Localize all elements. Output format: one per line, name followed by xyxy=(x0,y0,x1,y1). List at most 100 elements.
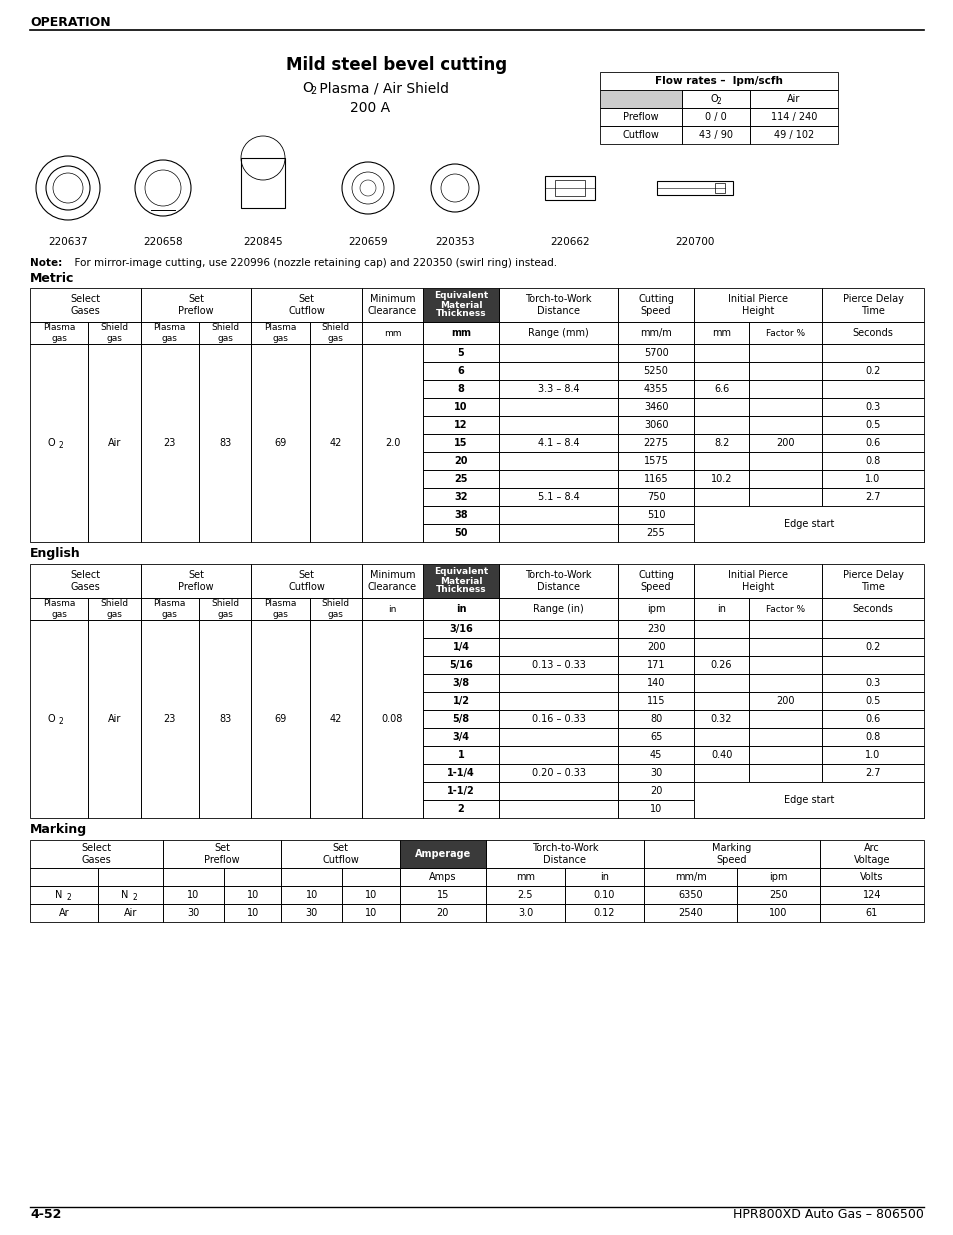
Bar xyxy=(643,840,819,868)
Bar xyxy=(748,710,821,727)
Bar xyxy=(821,598,923,620)
Bar xyxy=(498,471,618,488)
Text: 0.16 – 0.33: 0.16 – 0.33 xyxy=(531,714,585,724)
Text: OPERATION: OPERATION xyxy=(30,16,111,28)
Text: 1.0: 1.0 xyxy=(864,474,880,484)
Bar xyxy=(498,782,618,800)
Text: Preflow: Preflow xyxy=(622,112,659,122)
Text: 30: 30 xyxy=(305,908,317,918)
Text: For mirror-image cutting, use 220996 (nozzle retaining cap) and 220350 (swirl ri: For mirror-image cutting, use 220996 (no… xyxy=(68,258,557,268)
Bar xyxy=(714,183,724,193)
Text: 10: 10 xyxy=(454,403,467,412)
Bar xyxy=(821,362,923,380)
Bar xyxy=(485,904,564,923)
Text: 43 / 90: 43 / 90 xyxy=(699,130,732,140)
Bar xyxy=(618,620,693,638)
Bar xyxy=(251,620,309,818)
Bar xyxy=(30,598,88,620)
Text: 20: 20 xyxy=(436,908,449,918)
Text: Cutting
Speed: Cutting Speed xyxy=(638,571,674,592)
Bar xyxy=(819,904,923,923)
Bar xyxy=(748,345,821,362)
Text: 4.1 – 8.4: 4.1 – 8.4 xyxy=(537,438,578,448)
Bar xyxy=(748,322,821,345)
Text: 255: 255 xyxy=(646,529,665,538)
Text: 0.2: 0.2 xyxy=(864,642,880,652)
Text: 3/16: 3/16 xyxy=(449,624,473,634)
Bar xyxy=(251,345,309,542)
Bar xyxy=(693,620,748,638)
Text: 171: 171 xyxy=(646,659,664,671)
Text: Ar: Ar xyxy=(59,908,70,918)
Text: 2: 2 xyxy=(58,718,63,726)
Bar xyxy=(498,506,618,524)
Bar xyxy=(224,885,281,904)
Text: Range (in): Range (in) xyxy=(533,604,583,614)
Bar xyxy=(618,288,693,322)
Bar xyxy=(821,506,923,524)
Bar xyxy=(423,524,498,542)
Text: Set
Preflow: Set Preflow xyxy=(204,844,239,864)
Text: Flow rates –  lpm/scfh: Flow rates – lpm/scfh xyxy=(655,77,782,86)
Bar xyxy=(693,416,748,433)
Bar xyxy=(693,782,923,818)
Bar xyxy=(748,746,821,764)
Bar xyxy=(693,471,748,488)
Text: 1575: 1575 xyxy=(643,456,668,466)
Bar xyxy=(423,433,498,452)
Bar xyxy=(748,656,821,674)
Text: 0.6: 0.6 xyxy=(864,438,880,448)
Text: 200: 200 xyxy=(646,642,664,652)
Text: 30: 30 xyxy=(649,768,661,778)
Text: 0.3: 0.3 xyxy=(864,678,880,688)
Bar xyxy=(693,727,748,746)
Text: mm: mm xyxy=(383,329,401,337)
Text: 0.3: 0.3 xyxy=(864,403,880,412)
Bar xyxy=(224,904,281,923)
Bar xyxy=(498,656,618,674)
Text: Set
Preflow: Set Preflow xyxy=(178,294,213,316)
Bar xyxy=(423,452,498,471)
Text: Shield
gas: Shield gas xyxy=(100,599,129,619)
Text: 2.5: 2.5 xyxy=(517,890,533,900)
Bar xyxy=(423,800,498,818)
Text: Shield
gas: Shield gas xyxy=(100,324,129,342)
Text: Equivalent: Equivalent xyxy=(434,568,488,577)
Bar xyxy=(498,322,618,345)
Bar xyxy=(693,398,748,416)
Text: 220658: 220658 xyxy=(143,237,183,247)
Text: in: in xyxy=(599,872,608,882)
Text: mm: mm xyxy=(516,872,535,882)
Text: 220659: 220659 xyxy=(348,237,388,247)
Bar xyxy=(30,322,88,345)
Bar xyxy=(98,885,163,904)
Text: Plasma
gas: Plasma gas xyxy=(153,599,186,619)
Text: Range (mm): Range (mm) xyxy=(528,329,588,338)
Bar xyxy=(140,322,198,345)
Text: Plasma
gas: Plasma gas xyxy=(264,324,296,342)
Text: 5250: 5250 xyxy=(643,366,668,375)
Text: 3/4: 3/4 xyxy=(452,732,469,742)
Bar xyxy=(140,288,251,322)
Bar xyxy=(423,638,498,656)
Bar xyxy=(88,620,140,818)
Bar xyxy=(423,471,498,488)
Bar xyxy=(485,885,564,904)
Bar xyxy=(693,452,748,471)
Bar xyxy=(423,488,498,506)
Bar xyxy=(342,885,399,904)
Bar xyxy=(737,885,819,904)
Bar xyxy=(140,564,251,598)
Text: mm/m: mm/m xyxy=(674,872,706,882)
Text: 0.5: 0.5 xyxy=(864,697,880,706)
Bar xyxy=(423,674,498,692)
Bar xyxy=(423,564,498,598)
Bar xyxy=(361,564,423,598)
Bar xyxy=(618,416,693,433)
Bar xyxy=(163,868,224,885)
Text: O: O xyxy=(48,438,55,448)
Text: Seconds: Seconds xyxy=(852,329,893,338)
Bar xyxy=(140,620,198,818)
Bar xyxy=(423,620,498,638)
Bar xyxy=(30,345,88,542)
